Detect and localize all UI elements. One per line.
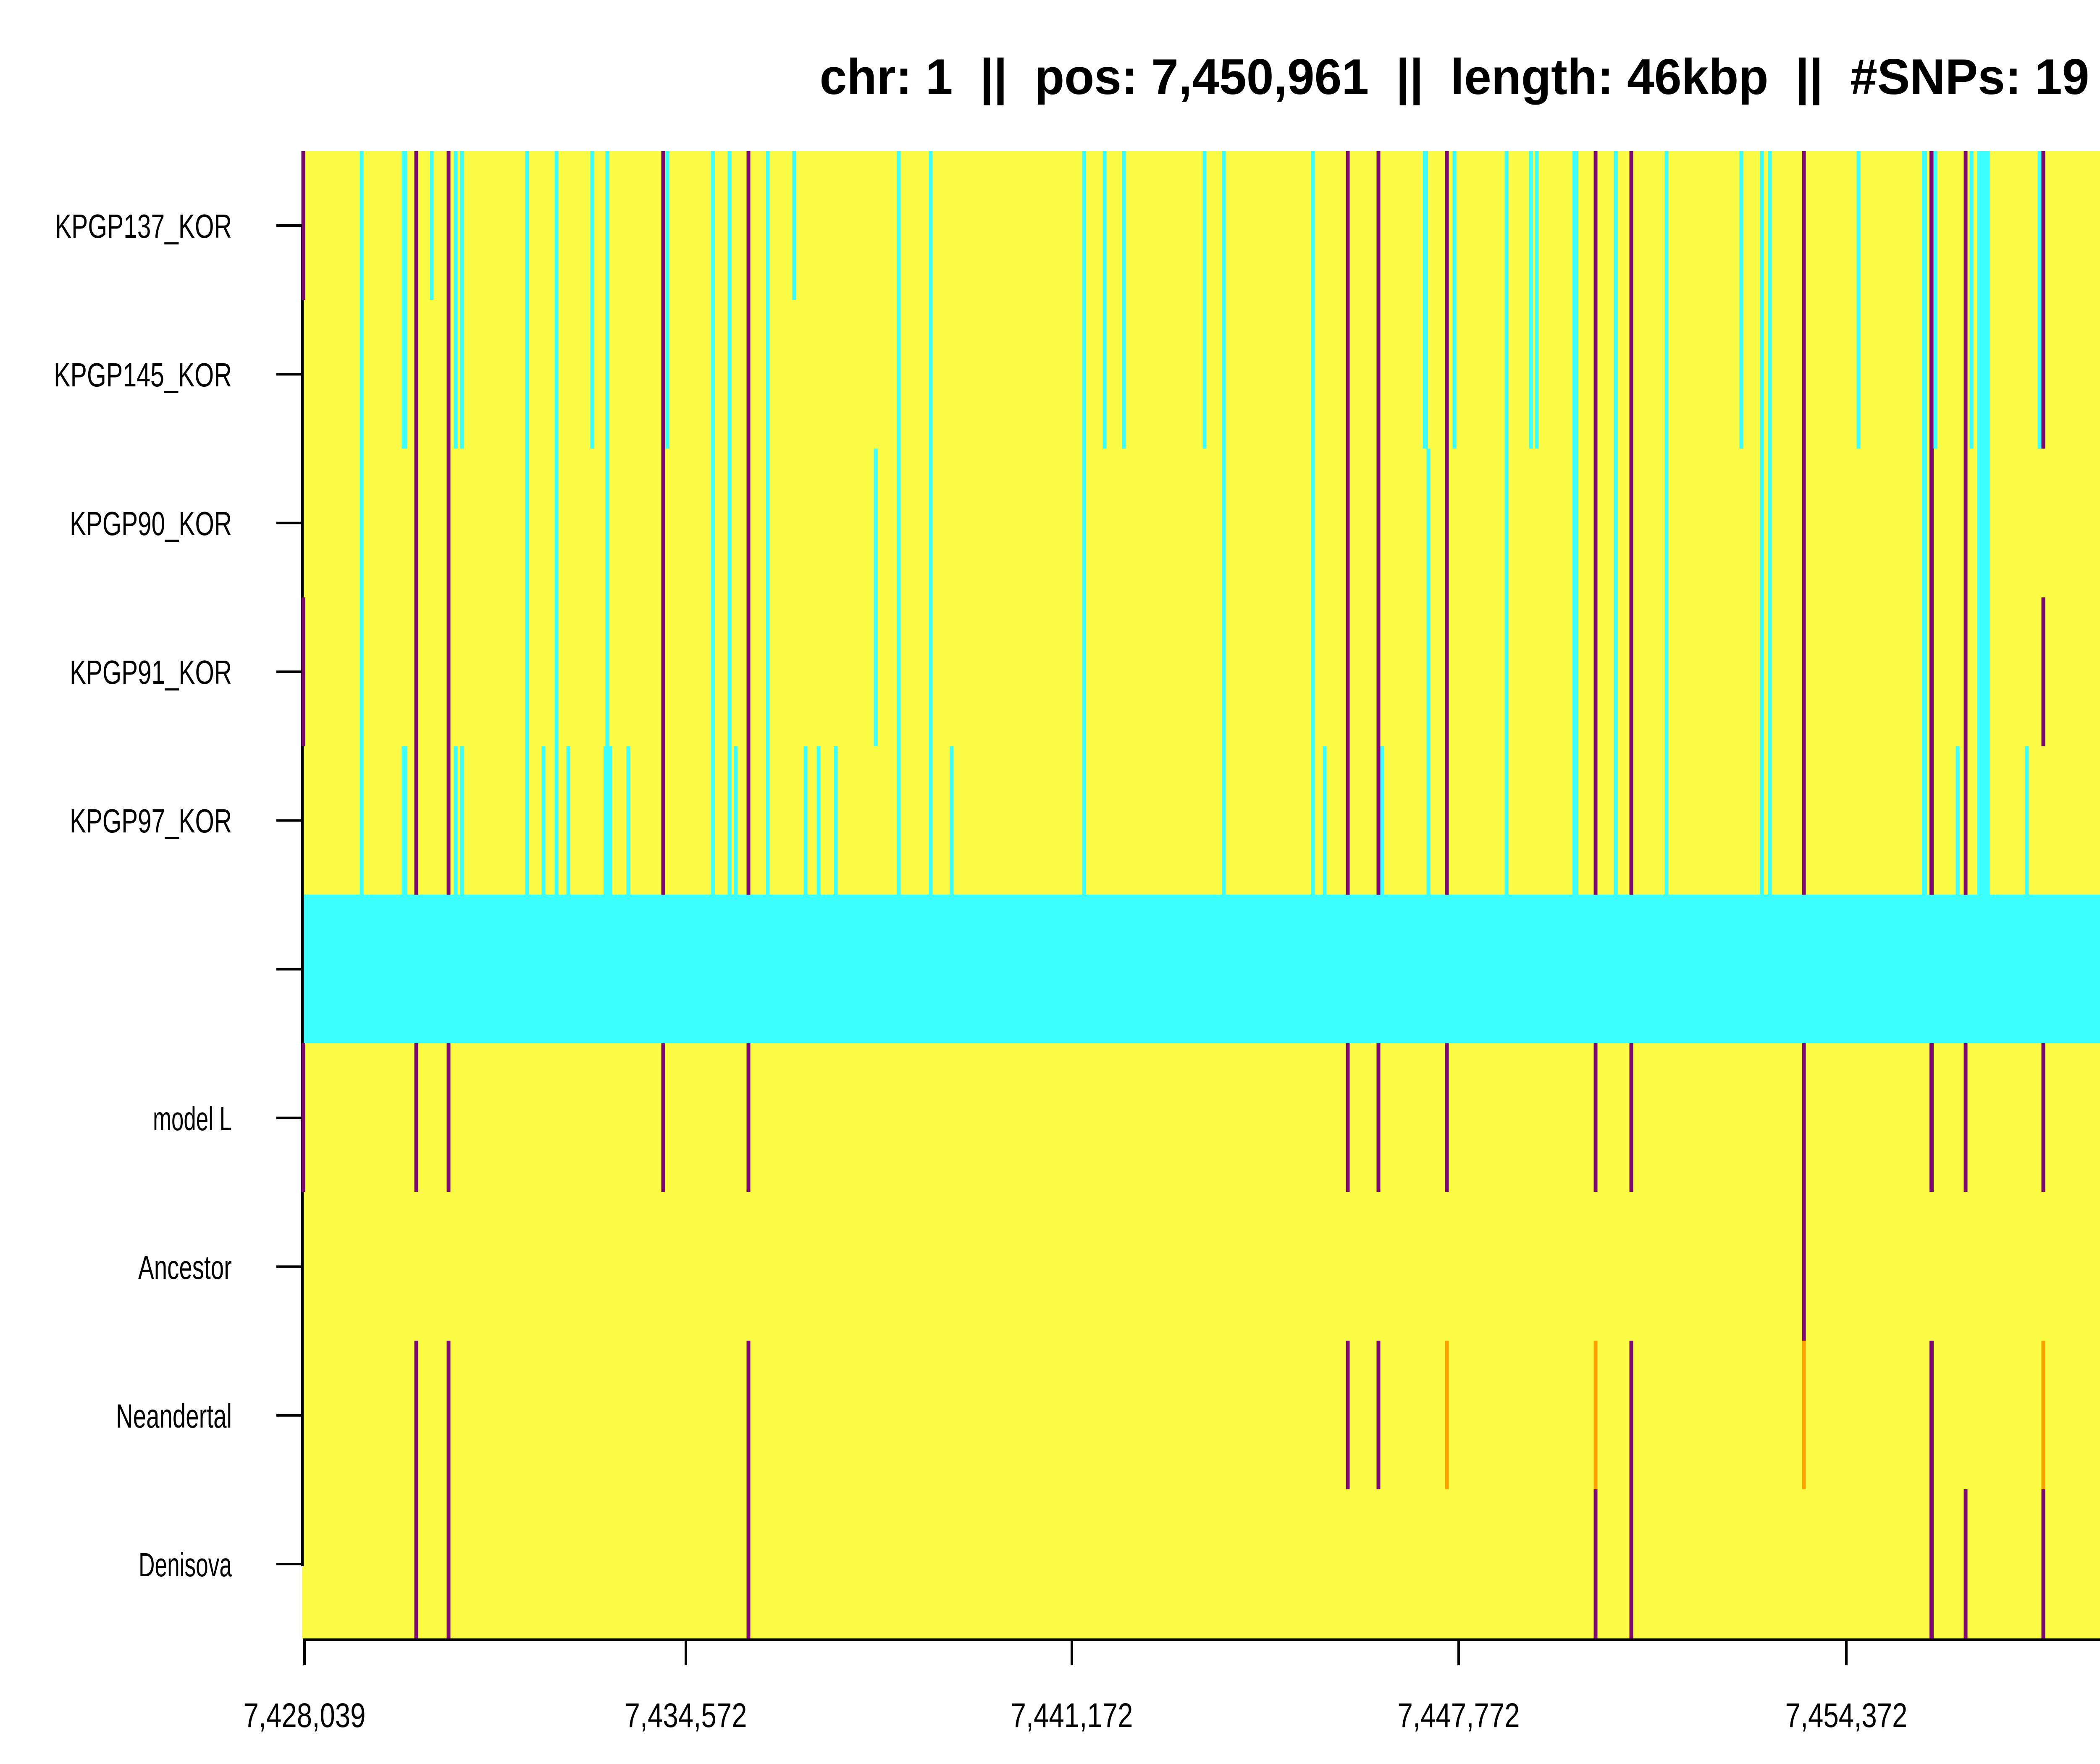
svg-text:Neandertal: Neandertal bbox=[116, 1397, 232, 1435]
svg-text:7,434,572: 7,434,572 bbox=[625, 1696, 747, 1735]
svg-text:7,447,772: 7,447,772 bbox=[1398, 1696, 1520, 1735]
svg-text:7,454,372: 7,454,372 bbox=[1785, 1696, 1908, 1735]
svg-text:Ancestor: Ancestor bbox=[138, 1249, 232, 1286]
svg-text:KPGP97_KOR: KPGP97_KOR bbox=[70, 802, 232, 840]
svg-text:model L: model L bbox=[153, 1100, 232, 1137]
svg-text:Denisova: Denisova bbox=[139, 1546, 232, 1583]
svg-text:KPGP90_KOR: KPGP90_KOR bbox=[70, 505, 232, 542]
svg-text:KPGP137_KOR: KPGP137_KOR bbox=[55, 207, 232, 245]
svg-text:7,441,172: 7,441,172 bbox=[1011, 1696, 1133, 1735]
svg-text:KPGP145_KOR: KPGP145_KOR bbox=[54, 356, 232, 394]
svg-text:7,428,039: 7,428,039 bbox=[244, 1696, 366, 1735]
svg-text:KPGP91_KOR: KPGP91_KOR bbox=[70, 654, 232, 691]
svg-text:chr: 1 || pos: 7,450,961 ||: chr: 1 || pos: 7,450,961 || length: 46kb… bbox=[820, 49, 2100, 105]
